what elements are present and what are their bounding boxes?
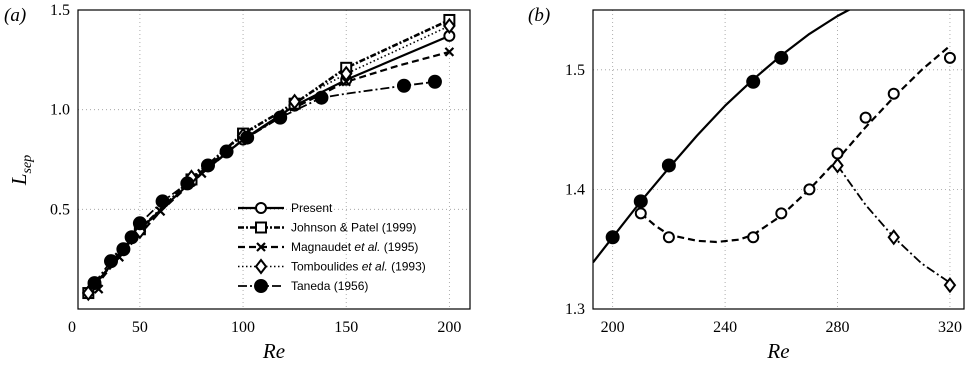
x-tick-label: 50 <box>132 319 148 336</box>
series-line <box>640 45 951 244</box>
x-tick-label: 320 <box>938 319 962 336</box>
legend-marker <box>256 242 266 252</box>
data-point <box>124 230 139 245</box>
y-axis-label: Lsep <box>7 155 35 186</box>
legend-marker <box>255 221 267 234</box>
chart-panel-a: 0 50 100 150 200 0.5 1.0 1.5 Re (a) Lsep Present Joh… <box>4 2 471 363</box>
y-tick-label: 1.0 <box>50 102 70 119</box>
data-point <box>774 50 789 65</box>
legend-marker <box>254 258 268 275</box>
data-point <box>662 231 675 244</box>
series-line <box>87 25 450 294</box>
data-point <box>887 229 900 246</box>
x-tick-label: 0 <box>68 319 76 336</box>
plot-frame <box>77 9 471 310</box>
data-point <box>831 157 844 174</box>
data-point <box>155 206 166 217</box>
legend-text-part: Magnaudet <box>291 240 354 254</box>
plot-frame <box>592 9 965 310</box>
legend-entry: Tomboulides et al. (1993) <box>291 260 426 274</box>
data-point <box>634 207 647 220</box>
data-point <box>82 284 95 302</box>
data-point <box>273 110 288 125</box>
data-point <box>887 87 900 100</box>
data-point <box>219 144 234 159</box>
data-point <box>132 216 147 231</box>
x-tick-label: 240 <box>713 319 737 336</box>
data-point <box>633 194 648 209</box>
data-point <box>859 111 872 124</box>
data-point <box>180 176 195 191</box>
x-tick-label: 280 <box>826 319 850 336</box>
data-point <box>803 183 816 196</box>
data-point <box>116 242 131 257</box>
y-axis-label-main: L <box>7 173 31 186</box>
legend-marker <box>254 279 268 293</box>
data-point <box>605 230 620 245</box>
x-tick-label: 150 <box>334 319 358 336</box>
legend-entry: Present <box>291 201 333 215</box>
y-tick-label: 1.4 <box>565 181 585 198</box>
y-tick-label: 1.3 <box>565 301 585 318</box>
panel-label: (b) <box>528 5 550 26</box>
x-tick-label: 200 <box>601 319 625 336</box>
data-point <box>396 78 411 93</box>
data-point <box>240 130 255 145</box>
legend-entry: Taneda (1956) <box>291 279 368 293</box>
x-tick-label: 100 <box>231 319 255 336</box>
data-point <box>775 207 788 220</box>
data-point <box>288 93 301 110</box>
data-point <box>427 74 442 89</box>
series-line <box>93 80 436 284</box>
panel-label: (a) <box>4 5 26 26</box>
legend-entry: Johnson & Patel (1999) <box>291 221 416 235</box>
y-tick-label: 1.5 <box>565 62 585 79</box>
series-line <box>593 10 852 264</box>
data-point <box>943 51 956 64</box>
legend-text-italic: et al. <box>362 260 388 274</box>
data-point <box>339 65 353 82</box>
data-point <box>314 90 329 105</box>
data-point <box>155 194 170 209</box>
y-axis-label-subscript: sep <box>20 155 35 174</box>
legend-text-part: Tomboulides <box>291 260 362 274</box>
data-point <box>200 158 215 173</box>
series-line <box>836 164 951 284</box>
data-point <box>943 276 957 294</box>
data-point <box>831 147 844 160</box>
chart-panel-b: 200 240 280 320 1.3 1.4 1.5 Re (b) <box>528 5 965 363</box>
data-point <box>444 47 455 57</box>
data-point <box>746 74 761 89</box>
x-axis-label: Re <box>766 339 789 363</box>
legend-text-part: (1993) <box>388 260 426 274</box>
data-point <box>104 254 119 269</box>
x-axis-label: Re <box>262 339 285 363</box>
data-point <box>661 158 676 173</box>
legend-text-italic: et al. <box>354 240 380 254</box>
data-point <box>747 231 760 244</box>
y-tick-label: 1.5 <box>50 2 70 19</box>
data-point <box>443 17 456 35</box>
legend-marker <box>255 202 267 214</box>
data-point <box>87 276 102 291</box>
legend-text-part: (1995) <box>380 240 418 254</box>
series-line <box>87 34 450 294</box>
y-tick-label: 0.5 <box>50 201 70 218</box>
legend: Present Johnson & Patel (1999) Magnaudet e… <box>238 201 426 293</box>
x-tick-label: 200 <box>437 319 461 336</box>
legend-entry: Magnaudet et al. (1995) <box>291 240 418 254</box>
